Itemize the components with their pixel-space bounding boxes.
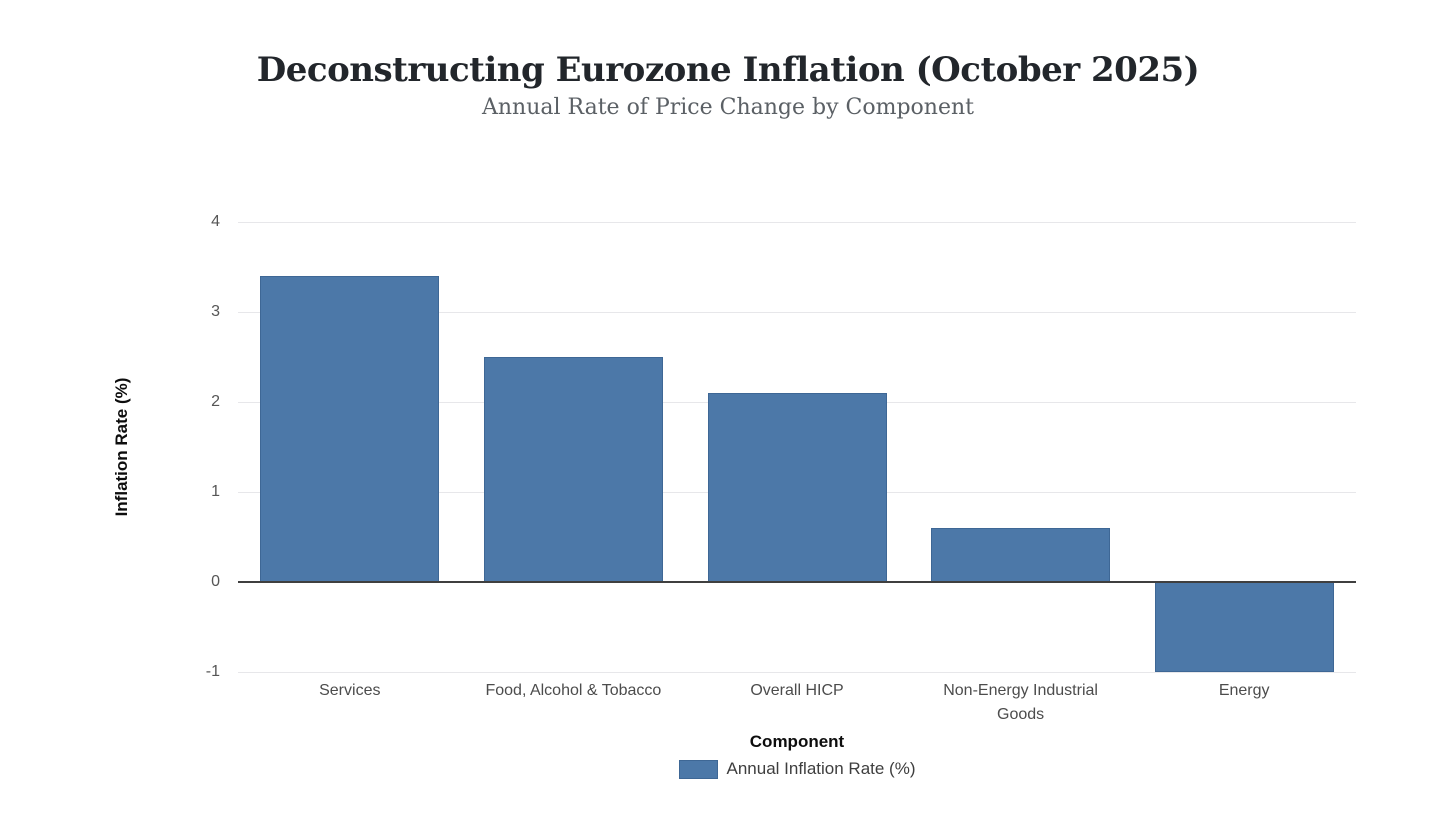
bar bbox=[707, 393, 887, 582]
x-axis-title: Component bbox=[749, 732, 845, 751]
x-tick-label: Services bbox=[319, 682, 381, 699]
x-tick-label: Overall HICP bbox=[750, 682, 844, 699]
legend: Annual Inflation Rate (%) bbox=[238, 759, 1356, 779]
gridline bbox=[238, 672, 1356, 673]
x-tick-label: Non-Energy Industrial Goods bbox=[943, 682, 1098, 723]
x-tick-label: Food, Alcohol & Tobacco bbox=[485, 682, 662, 699]
x-tick-label: Energy bbox=[1218, 682, 1270, 699]
bar bbox=[931, 528, 1111, 582]
y-tick-label: -1 bbox=[205, 663, 220, 680]
bar bbox=[1154, 582, 1334, 672]
chart-subtitle: Annual Rate of Price Change by Component bbox=[481, 95, 974, 120]
y-tick-label: 2 bbox=[211, 393, 220, 410]
y-tick-label: 4 bbox=[211, 213, 220, 230]
gridline bbox=[238, 312, 1356, 313]
bar bbox=[483, 357, 663, 582]
y-axis-title: Inflation Rate (%) bbox=[112, 377, 131, 517]
y-tick-label: 0 bbox=[211, 573, 220, 590]
plot-area: 4 3 2 1 0 -1 Services Food, Alcohol & Tobacco Ov… bbox=[206, 213, 1356, 723]
bar bbox=[260, 276, 440, 582]
zero-line bbox=[238, 581, 1356, 583]
chart-title: Deconstructing Eurozone Inflation (Octob… bbox=[256, 50, 1200, 90]
legend-swatch bbox=[678, 759, 718, 779]
y-tick-label: 1 bbox=[211, 483, 220, 500]
y-tick-label: 3 bbox=[211, 303, 220, 320]
legend-label: Annual Inflation Rate (%) bbox=[726, 759, 916, 778]
gridline bbox=[238, 222, 1356, 223]
